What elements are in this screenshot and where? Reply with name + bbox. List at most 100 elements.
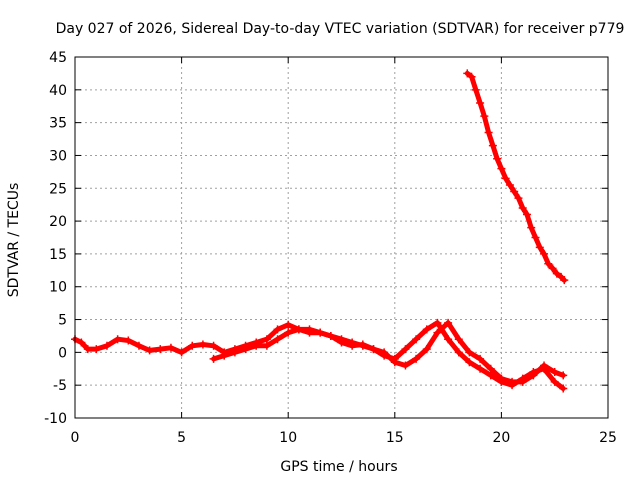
y-tick-label: -5 <box>53 378 67 394</box>
y-axis-label: SDTVAR / TECUs <box>6 183 22 298</box>
data-point-marker <box>488 141 497 150</box>
data-point-marker <box>273 325 282 334</box>
y-tick-label: 45 <box>49 50 67 66</box>
data-point-marker <box>444 318 453 327</box>
data-point-marker <box>522 210 531 219</box>
x-tick-label: 0 <box>71 430 80 446</box>
data-point-marker <box>465 358 474 367</box>
x-tick-label: 20 <box>492 430 510 446</box>
data-point-marker <box>124 336 133 345</box>
data-point-marker <box>529 371 538 380</box>
data-point-marker <box>305 325 314 334</box>
data-point-marker <box>209 341 218 350</box>
data-point-marker <box>535 243 544 252</box>
data-point-marker <box>156 345 165 354</box>
data-point-marker <box>476 98 485 107</box>
chart-title: Day 027 of 2026, Sidereal Day-to-day VTE… <box>56 21 625 37</box>
data-point-marker <box>177 348 186 357</box>
data-point-marker <box>505 180 514 189</box>
data-point-marker <box>252 341 261 350</box>
data-point-marker <box>316 328 325 337</box>
data-point-marker <box>348 338 357 347</box>
data-point-marker <box>326 331 335 340</box>
y-tick-label: 5 <box>58 313 67 329</box>
data-point-marker <box>548 264 557 273</box>
data-point-marker <box>220 351 229 360</box>
data-point-marker <box>476 364 485 373</box>
data-point-marker <box>77 338 86 347</box>
series-1 <box>209 318 568 386</box>
data-point-marker <box>518 377 527 386</box>
data-point-marker <box>493 154 502 163</box>
data-point-marker <box>241 345 250 354</box>
data-point-marker <box>501 174 510 183</box>
x-tick-label: 10 <box>279 430 297 446</box>
y-tick-label: 15 <box>49 247 67 263</box>
data-point-marker <box>230 348 239 357</box>
grid-lines <box>75 57 608 418</box>
data-point-marker <box>166 343 175 352</box>
data-point-marker <box>467 72 476 81</box>
data-point-marker <box>480 112 489 121</box>
x-axis-label: GPS time / hours <box>280 459 397 475</box>
data-point-marker <box>412 335 421 344</box>
data-point-marker <box>198 340 207 349</box>
series-2 <box>463 69 569 285</box>
y-tick-label: 25 <box>49 181 67 197</box>
data-point-marker <box>508 377 517 386</box>
data-point-marker <box>527 223 536 232</box>
data-point-marker <box>518 203 527 212</box>
data-point-marker <box>294 325 303 334</box>
data-point-marker <box>284 320 293 329</box>
data-point-marker <box>369 345 378 354</box>
data-point-marker <box>422 345 431 354</box>
data-point-marker <box>145 346 154 355</box>
data-point-marker <box>552 269 561 278</box>
data-point-marker <box>390 358 399 367</box>
data-point-marker <box>463 69 472 78</box>
data-point-marker <box>531 233 540 242</box>
x-tick-label: 15 <box>386 430 404 446</box>
data-point-marker <box>188 341 197 350</box>
x-tick-label: 5 <box>177 430 186 446</box>
y-tick-label: -10 <box>44 411 67 427</box>
y-tick-label: 30 <box>49 148 67 164</box>
data-point-marker <box>433 328 442 337</box>
data-point-marker <box>102 341 111 350</box>
data-point-marker <box>444 335 453 344</box>
data-point-marker <box>454 335 463 344</box>
data-point-marker <box>486 364 495 373</box>
data-point-marker <box>422 325 431 334</box>
data-point-marker <box>401 345 410 354</box>
data-point-marker <box>113 335 122 344</box>
series-band <box>464 70 567 283</box>
data-point-marker <box>544 259 553 268</box>
data-point-marker <box>358 341 367 350</box>
data-point-marker <box>465 348 474 357</box>
data-point-marker <box>550 368 559 377</box>
y-tick-label: 40 <box>49 83 67 99</box>
data-point-marker <box>476 354 485 363</box>
data-point-marker <box>471 85 480 94</box>
data-point-marker <box>273 335 282 344</box>
data-point-marker <box>560 276 569 285</box>
y-tick-label: 35 <box>49 116 67 132</box>
plot-area <box>71 69 569 393</box>
data-point-marker <box>559 384 568 393</box>
data-point-marker <box>550 377 559 386</box>
data-point-marker <box>337 335 346 344</box>
series-band <box>211 320 566 385</box>
data-point-marker <box>497 374 506 383</box>
data-point-marker <box>209 354 218 363</box>
axis-ticks: 0 5 10 15 20 25 -10 -5 0 5 10 15 20 25 30 35 40 45 <box>44 50 617 446</box>
data-point-marker <box>83 345 92 354</box>
data-point-marker <box>134 341 143 350</box>
data-point-marker <box>559 371 568 380</box>
data-point-marker <box>401 361 410 370</box>
data-point-marker <box>412 354 421 363</box>
plot-frame <box>74 56 609 419</box>
y-tick-label: 20 <box>49 214 67 230</box>
data-point-marker <box>497 164 506 173</box>
data-point-marker <box>510 187 519 196</box>
